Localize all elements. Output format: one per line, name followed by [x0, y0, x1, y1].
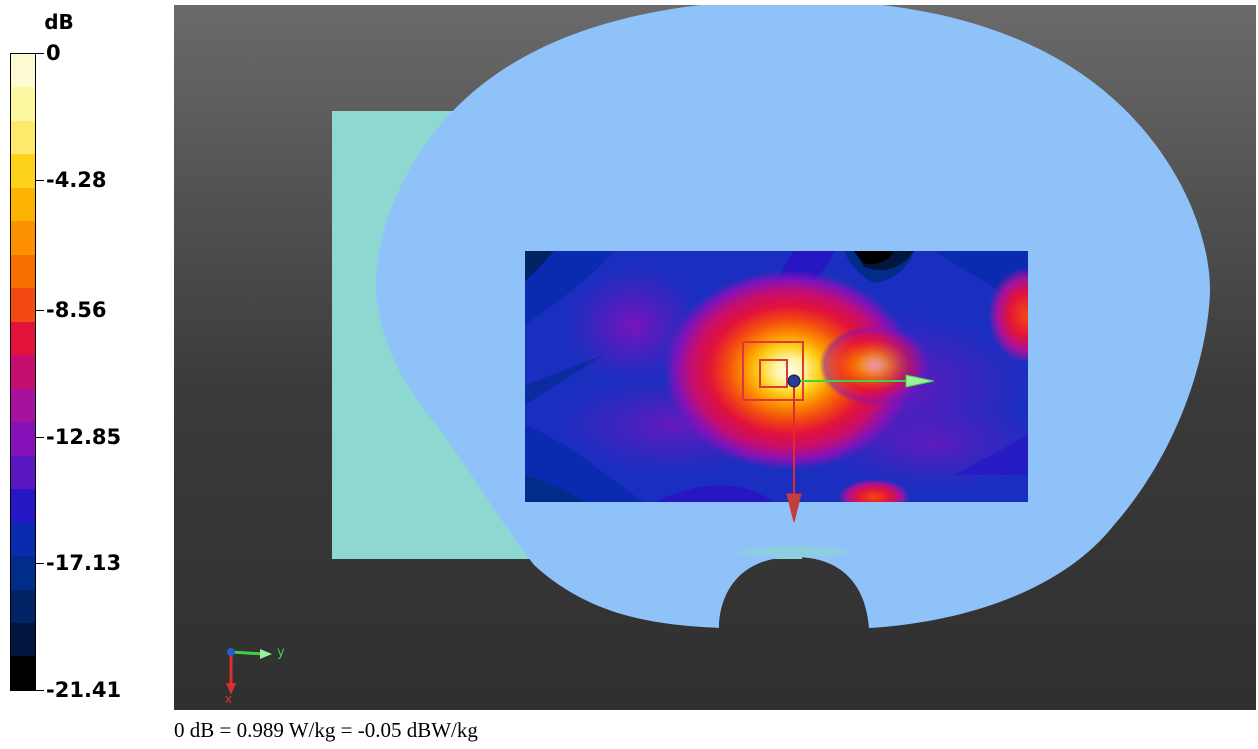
colorbar-band — [11, 154, 35, 188]
gizmo-origin — [227, 648, 235, 656]
scene-canvas[interactable]: y x — [174, 5, 1256, 710]
colorbar-band — [11, 254, 35, 289]
colorbar-tick — [36, 563, 44, 564]
colorbar — [10, 53, 36, 691]
colorbar-band — [11, 187, 35, 222]
colorbar-tick-label: -8.56 — [46, 298, 107, 322]
colorbar-band — [11, 455, 35, 490]
colorbar-band — [11, 221, 35, 255]
colorbar-tick-label: -17.13 — [46, 551, 122, 575]
colorbar-unit-label: dB — [44, 10, 74, 34]
colorbar-tick — [36, 690, 44, 691]
colorbar-band — [11, 656, 35, 690]
colorbar-tick-label: -4.28 — [46, 168, 107, 192]
colorbar-tick — [36, 180, 44, 181]
zoom-scan-inner-box — [759, 359, 788, 388]
colorbar-tick-label: -21.41 — [46, 678, 122, 702]
colorbar-band — [11, 288, 35, 322]
colorbar-band — [11, 589, 35, 623]
local-axis-y-arrowhead — [905, 374, 935, 388]
plate-overlap — [734, 545, 854, 557]
colorbar-band — [11, 556, 35, 590]
gizmo-axis-y-arrowhead — [260, 649, 272, 659]
local-axis-x-arrowhead — [786, 493, 802, 523]
gizmo-axis-x-arrowhead — [226, 683, 236, 695]
gizmo-label-x: x — [225, 692, 232, 706]
orientation-gizmo: y x — [225, 645, 285, 706]
zoom-scan-outer-box — [742, 341, 804, 401]
colorbar-tick-label: 0 — [46, 41, 61, 65]
colorbar-band — [11, 321, 35, 356]
colorbar-tick — [36, 310, 44, 311]
3d-viewport[interactable]: y x — [174, 5, 1256, 710]
colorbar-band — [11, 54, 35, 88]
colorbar-band — [11, 355, 35, 389]
colorbar-tick — [36, 437, 44, 438]
colorbar-band — [11, 489, 35, 523]
colorbar-band — [11, 622, 35, 657]
colorbar-band — [11, 87, 35, 121]
colorbar-band — [11, 422, 35, 456]
colorbar-band — [11, 120, 35, 155]
colorbar-tick-label: -12.85 — [46, 425, 122, 449]
reference-value-caption: 0 dB = 0.989 W/kg = -0.05 dBW/kg — [174, 718, 478, 742]
colorbar-tick — [36, 53, 44, 54]
gizmo-axis-y — [230, 650, 265, 656]
sar-scan-area — [525, 251, 1028, 502]
colorbar-band — [11, 522, 35, 557]
colorbar-band — [11, 388, 35, 423]
probe-origin-marker — [787, 374, 801, 388]
gizmo-label-y: y — [277, 645, 285, 660]
